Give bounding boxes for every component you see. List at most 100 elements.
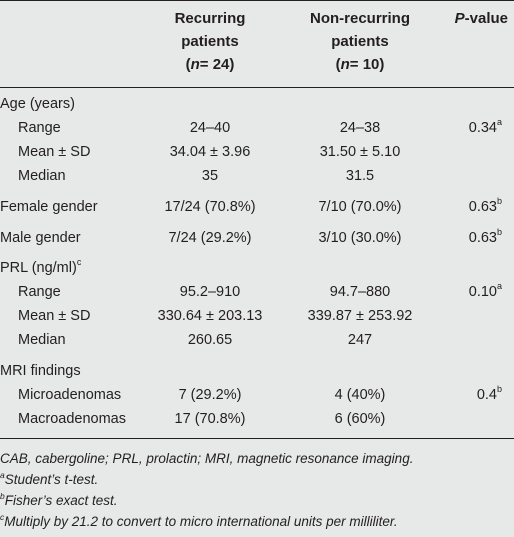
recurring-value: 7 (29.2%) (178, 387, 242, 403)
row-label-text: Range (18, 284, 61, 300)
p-value: 0.4b (440, 383, 502, 407)
table-row: Range 24–40 24–38 0.34a (0, 116, 514, 140)
p-value: 0.63b (440, 195, 502, 219)
footnote-marker: b (0, 490, 5, 501)
table-row: MRI findings (0, 359, 514, 383)
footnote-text: CAB, cabergoline; PRL, prolactin; MRI, m… (0, 451, 414, 466)
footnote: aStudent’s t-test. (0, 469, 514, 490)
p-value-footnote-marker: b (496, 227, 502, 238)
non-recurring-value: 339.87 ± 253.92 (307, 308, 413, 324)
top-rule (0, 0, 514, 1)
row-label: Mean ± SD (18, 304, 90, 328)
header-recurring-line2: patients (181, 33, 239, 50)
recurring-value: 330.64 ± 203.13 (157, 308, 263, 324)
table-row: Female gender 17/24 (70.8%) 7/10 (70.0%) 0.… (0, 195, 514, 219)
header-pvalue: P-value (440, 7, 508, 30)
header-non-recurring-n: (n= 10) (335, 56, 385, 73)
table-row: Range 95.2–910 94.7–880 0.10a (0, 280, 514, 304)
non-recurring-value: 3/10 (30.0%) (318, 230, 402, 246)
table-row: Male gender 7/24 (29.2%) 3/10 (30.0%) 0.63b (0, 226, 514, 250)
recurring-value: 17/24 (70.8%) (164, 199, 256, 215)
footnotes: CAB, cabergoline; PRL, prolactin; MRI, m… (0, 448, 514, 532)
p-value: 0.63b (440, 226, 502, 250)
recurring-value: 17 (70.8%) (174, 411, 246, 427)
row-label: Age (years) (0, 92, 75, 116)
header-non-recurring: Non-recurring patients (n= 10) (280, 7, 440, 76)
non-recurring-value: 247 (347, 332, 373, 348)
non-recurring-value: 24–38 (339, 120, 381, 136)
header-recurring-n-label: n (190, 56, 200, 73)
row-label-text: Age (years) (0, 96, 75, 112)
non-recurring-value: 94.7–880 (329, 284, 391, 300)
row-label: Median (18, 164, 66, 188)
row-label-text: Mean ± SD (18, 144, 91, 160)
table-row: Microadenomas 7 (29.2%) 4 (40%) 0.4b (0, 383, 514, 407)
row-label: PRL (ng/ml)c (0, 256, 81, 280)
row-label: Macroadenomas (18, 407, 126, 431)
footnote-text: Fisher’s exact test. (4, 493, 118, 508)
non-recurring-value: 4 (40%) (334, 387, 386, 403)
header-non-recurring-line2: patients (331, 33, 389, 50)
recurring-value: 34.04 ± 3.96 (169, 144, 251, 160)
row-label-text: Median (18, 332, 66, 348)
row-label: Female gender (0, 195, 98, 219)
table-row: PRL (ng/ml)c (0, 256, 514, 280)
header-pvalue-p: P (454, 10, 465, 27)
recurring-value: 95.2–910 (179, 284, 241, 300)
header-rule (0, 87, 514, 88)
row-label-text: Microadenomas (18, 387, 122, 403)
p-value-text: 0.4 (476, 387, 497, 403)
table-row: Macroadenomas 17 (70.8%) 6 (60%) (0, 407, 514, 431)
row-label-text: Macroadenomas (18, 411, 126, 427)
footnote: CAB, cabergoline; PRL, prolactin; MRI, m… (0, 448, 514, 469)
p-value: 0.34a (440, 116, 502, 140)
header-recurring-n-value: = 24 (199, 56, 230, 73)
row-label: Range (18, 116, 61, 140)
p-value-text: 0.10 (468, 284, 497, 300)
header-pvalue-rest: -value (464, 10, 508, 27)
header-recurring-line1: Recurring (174, 10, 246, 27)
p-value-text: 0.34 (468, 120, 497, 136)
p-value-footnote-marker: a (496, 281, 502, 292)
header-recurring: Recurring patients (n= 24) (130, 7, 290, 76)
footnote-text: Multiply by 21.2 to convert to micro int… (4, 514, 398, 529)
non-recurring-value: 31.5 (345, 168, 375, 184)
header-recurring-n: (n= 24) (185, 56, 235, 73)
row-label: Range (18, 280, 61, 304)
footnote-marker: a (0, 469, 5, 480)
table-row: Mean ± SD 330.64 ± 203.13 339.87 ± 253.92 (0, 304, 514, 328)
header-non-recurring-n-label: n (340, 56, 350, 73)
recurring-value: 260.65 (187, 332, 233, 348)
row-label: Microadenomas (18, 383, 121, 407)
table-row: Mean ± SD 34.04 ± 3.96 31.50 ± 5.10 (0, 140, 514, 164)
row-label: Mean ± SD (18, 140, 90, 164)
row-label-text: Male gender (0, 230, 81, 246)
non-recurring-value: 31.50 ± 5.10 (319, 144, 401, 160)
recurring-value: 35 (201, 168, 219, 184)
row-label-text: MRI findings (0, 363, 81, 379)
p-value-text: 0.63 (468, 230, 497, 246)
p-value: 0.10a (440, 280, 502, 304)
row-label: MRI findings (0, 359, 81, 383)
footnote: cMultiply by 21.2 to convert to micro in… (0, 511, 514, 532)
table-row: Median 260.65 247 (0, 328, 514, 352)
p-value-text: 0.63 (468, 199, 497, 215)
non-recurring-value: 6 (60%) (334, 411, 386, 427)
p-value-footnote-marker: b (496, 196, 502, 207)
row-label-text: Female gender (0, 199, 98, 215)
row-label-text: Mean ± SD (18, 308, 91, 324)
bottom-rule (0, 438, 514, 439)
header-non-recurring-n-value: = 10 (349, 56, 380, 73)
row-label-text: Range (18, 120, 61, 136)
p-value-footnote-marker: a (496, 117, 502, 128)
row-label-footnote-marker: c (76, 257, 82, 268)
non-recurring-value: 7/10 (70.0%) (318, 199, 402, 215)
recurring-value: 7/24 (29.2%) (168, 230, 252, 246)
p-value-footnote-marker: b (496, 384, 502, 395)
row-label-text: PRL (ng/ml) (0, 260, 77, 276)
footnote: bFisher’s exact test. (0, 490, 514, 511)
footnote-marker: c (0, 511, 5, 522)
table-row: Age (years) (0, 92, 514, 116)
row-label: Median (18, 328, 66, 352)
